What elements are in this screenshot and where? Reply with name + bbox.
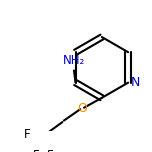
- Text: F: F: [24, 128, 30, 141]
- Text: F: F: [33, 150, 40, 152]
- Text: NH₂: NH₂: [63, 54, 85, 67]
- Text: N: N: [130, 76, 140, 89]
- Text: O: O: [77, 102, 87, 115]
- Text: F: F: [47, 150, 54, 152]
